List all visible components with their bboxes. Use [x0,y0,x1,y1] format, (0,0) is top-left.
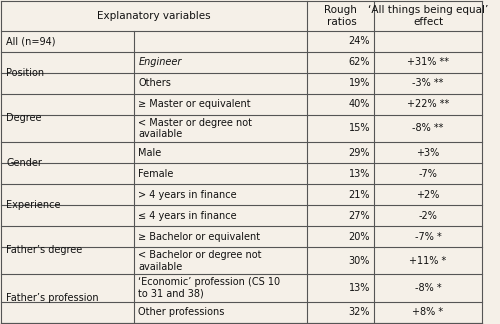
Text: -7%: -7% [418,168,438,179]
Text: < Master or degree not
available: < Master or degree not available [138,118,252,139]
Text: +8% *: +8% * [412,307,444,317]
Text: -8% *: -8% * [414,283,442,293]
Text: 13%: 13% [348,168,370,179]
Text: +3%: +3% [416,147,440,157]
Text: Female: Female [138,168,173,179]
Text: 21%: 21% [348,190,370,200]
Text: ‘All things being equal’
effect: ‘All things being equal’ effect [368,5,488,27]
Text: 20%: 20% [348,232,370,242]
Text: 40%: 40% [348,99,370,109]
Text: 15%: 15% [348,123,370,133]
Text: Gender: Gender [6,158,42,168]
Text: -8% **: -8% ** [412,123,444,133]
Text: 13%: 13% [348,283,370,293]
Text: 30%: 30% [348,256,370,266]
Text: Experience: Experience [6,200,60,210]
Text: Other professions: Other professions [138,307,224,317]
Text: ‘Economic’ profession (CS 10
to 31 and 38): ‘Economic’ profession (CS 10 to 31 and 3… [138,277,280,299]
Text: Others: Others [138,78,171,88]
Text: Degree: Degree [6,113,42,123]
Text: 19%: 19% [348,78,370,88]
Text: Father’s degree: Father’s degree [6,245,82,255]
Text: Explanatory variables: Explanatory variables [97,11,211,21]
Text: > 4 years in finance: > 4 years in finance [138,190,237,200]
Text: +31% **: +31% ** [407,57,449,67]
Text: Male: Male [138,147,162,157]
Text: < Bachelor or degree not
available: < Bachelor or degree not available [138,250,262,272]
Text: 24%: 24% [348,36,370,46]
Text: +2%: +2% [416,190,440,200]
Text: +22% **: +22% ** [407,99,449,109]
Text: -3% **: -3% ** [412,78,444,88]
Text: ≥ Bachelor or equivalent: ≥ Bachelor or equivalent [138,232,260,242]
Text: 32%: 32% [348,307,370,317]
Text: -7% *: -7% * [414,232,442,242]
Text: 27%: 27% [348,211,370,221]
Text: ≥ Master or equivalent: ≥ Master or equivalent [138,99,251,109]
Text: 29%: 29% [348,147,370,157]
Text: -2%: -2% [418,211,438,221]
Text: +11% *: +11% * [410,256,447,266]
Text: Engineer: Engineer [138,57,182,67]
Text: ≤ 4 years in finance: ≤ 4 years in finance [138,211,237,221]
Text: 62%: 62% [348,57,370,67]
Text: All (n=94): All (n=94) [6,36,56,46]
Text: Father’s profession: Father’s profession [6,294,99,304]
Text: Position: Position [6,68,44,78]
Text: Rough
ratios: Rough ratios [324,5,356,27]
